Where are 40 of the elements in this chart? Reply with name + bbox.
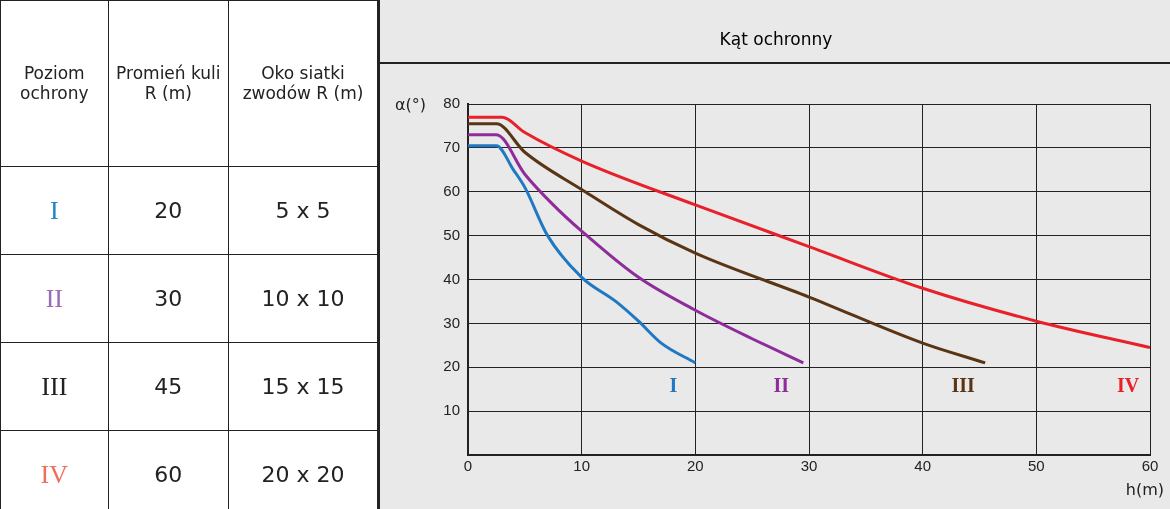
series-label: IV [1116,374,1140,397]
line-series [468,115,1150,350]
y-tick-label: 60 [443,181,460,199]
series-label: III [951,374,976,397]
category-label: Oko siatki zwodów R (m) [228,0,378,167]
text: 45 [108,342,229,431]
y-axis-title: α(°) [394,95,426,115]
text: 20 x 20 [228,430,378,509]
category-label: Promień kuli R (m) [108,0,229,167]
x-tick-label: 10 [573,457,591,475]
line-series [468,133,805,365]
x-tick-label: 0 [463,457,473,475]
text: IV [0,430,109,509]
y-tick-label: 10 [443,401,460,419]
y-tick-label: 30 [443,313,460,331]
x-axis-title: h(m) [1125,480,1164,500]
chart-title: Kąt ochronny [380,0,1170,64]
x-tick-label: 20 [686,457,704,475]
text: 15 x 15 [228,342,378,431]
text: III [0,342,109,431]
series-label: I [669,374,678,397]
y-tick-label: 70 [443,138,460,156]
text: I [0,166,109,255]
y-tick-label: 50 [443,225,460,243]
text: II [0,254,109,343]
text: 5 x 5 [228,166,378,255]
line-series [468,122,987,365]
y-tick-label: 20 [443,357,460,375]
x-tick-label: 50 [1027,457,1045,475]
text: 10 x 10 [228,254,378,343]
text: 20 [108,166,229,255]
y-tick-label: 80 [443,94,460,112]
y-tick-label: 40 [443,269,460,287]
category-label: Poziom ochrony [0,0,109,167]
x-tick-label: 40 [914,457,932,475]
line-series [468,144,697,365]
series-label: II [773,374,790,397]
text: 30 [108,254,229,343]
x-tick-label: 30 [800,457,818,475]
x-tick-label: 60 [1141,457,1159,475]
